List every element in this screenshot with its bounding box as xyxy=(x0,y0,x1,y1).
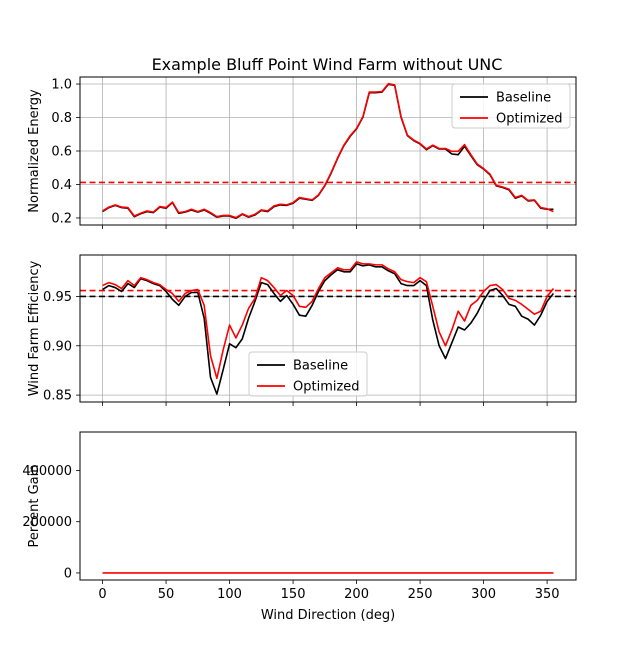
x-tick-label: 250 xyxy=(408,587,433,602)
legend-label: Baseline xyxy=(293,359,348,374)
x-tick-label: 350 xyxy=(535,587,560,602)
x-tick-label: 200 xyxy=(344,587,369,602)
axes-frame xyxy=(79,76,577,226)
y-tick-label: 200000 xyxy=(22,515,72,530)
y-tick-label: 0.6 xyxy=(51,145,72,160)
legend: Baseline Optimized xyxy=(248,351,368,397)
y-tick-label: 0.85 xyxy=(43,389,72,404)
series-line-baseline xyxy=(102,263,555,395)
y-tick-label: 0.90 xyxy=(43,339,72,354)
figure-title: Example Bluff Point Wind Farm without UN… xyxy=(152,55,503,74)
y-tick-label: 0.8 xyxy=(51,111,72,126)
x-tick-label: 50 xyxy=(158,587,175,602)
legend-label: Optimized xyxy=(293,380,360,395)
series-line-optimized xyxy=(102,261,555,380)
y-axis-label: Percent Gain xyxy=(27,465,42,548)
x-axis-label: Wind Direction (deg) xyxy=(261,608,395,623)
legend-box xyxy=(248,351,368,397)
y-axis-label: Normalized Energy xyxy=(27,89,42,213)
axes-frame xyxy=(79,431,577,581)
subplot-panels: 0.2 0.4 0.6 0.8 1.0 Normalized Energy Baseline… xyxy=(22,76,577,623)
legend-label: Baseline xyxy=(496,91,551,106)
subplot-1: 0.2 0.4 0.6 0.8 1.0 Normalized Energy Baseline… xyxy=(27,76,577,229)
legend: Baseline Optimized xyxy=(451,83,571,129)
y-tick-label: 0.95 xyxy=(43,290,72,305)
legend-label: Optimized xyxy=(496,112,563,127)
y-tick-label: 0.2 xyxy=(51,211,72,226)
x-tick-label: 100 xyxy=(217,587,242,602)
x-tick-label: 0 xyxy=(98,587,106,602)
legend-box xyxy=(451,83,571,129)
y-tick-label: 400000 xyxy=(22,464,72,479)
x-tick-label: 150 xyxy=(281,587,306,602)
axes-frame xyxy=(79,254,577,403)
subplot-3: 0 50 100 150 200 250 300 350 0 200000 400000Percen… xyxy=(22,431,577,623)
x-tick-label: 300 xyxy=(471,587,496,602)
series-line-optimized xyxy=(102,82,554,219)
y-tick-label: 1.0 xyxy=(51,78,72,93)
y-tick-label: 0 xyxy=(64,566,72,581)
y-tick-label: 0.4 xyxy=(51,178,72,193)
y-axis-label: Wind Farm Efficiency xyxy=(27,260,42,396)
